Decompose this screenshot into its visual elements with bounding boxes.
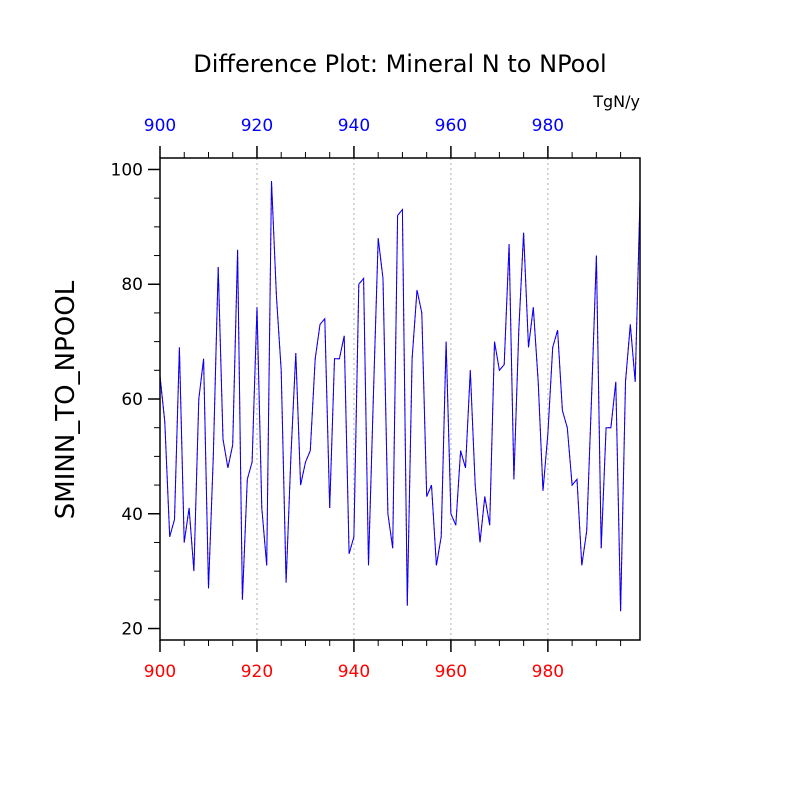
x-axis-bottom: 900 920 940 960 980 xyxy=(144,640,622,682)
x-tick-label-top: 940 xyxy=(338,116,370,136)
x-tick-label-top: 900 xyxy=(144,116,176,136)
series-lines xyxy=(159,180,641,612)
x-tick-label-top: 980 xyxy=(532,116,564,136)
x-tick-label-bottom: 900 xyxy=(144,662,176,682)
series-line-control xyxy=(159,180,641,612)
y-axis: 20 40 60 80 100 xyxy=(111,160,160,640)
y-tick-label: 40 xyxy=(121,505,143,525)
y-axis-label: SMINN_TO_NPOOL xyxy=(51,280,81,519)
x-tick-label-bottom: 940 xyxy=(338,662,370,682)
y-tick-label: 80 xyxy=(121,275,143,295)
x-tick-label-bottom: 960 xyxy=(435,662,467,682)
grid-lines xyxy=(256,158,549,640)
chart-title: Difference Plot: Mineral N to NPool xyxy=(193,50,606,78)
x-tick-label-bottom: 920 xyxy=(241,662,273,682)
series-line-case xyxy=(159,180,641,612)
x-axis-top: 900 920 940 960 980 xyxy=(144,116,622,158)
y-tick-label: 100 xyxy=(111,160,143,180)
y-tick-label: 60 xyxy=(121,390,143,410)
x-tick-label-top: 920 xyxy=(241,116,273,136)
x-tick-label-bottom: 980 xyxy=(532,662,564,682)
units-label: TgN/y xyxy=(592,92,640,111)
plot-frame xyxy=(159,157,641,641)
x-tick-label-top: 960 xyxy=(435,116,467,136)
y-tick-label: 20 xyxy=(121,620,143,640)
